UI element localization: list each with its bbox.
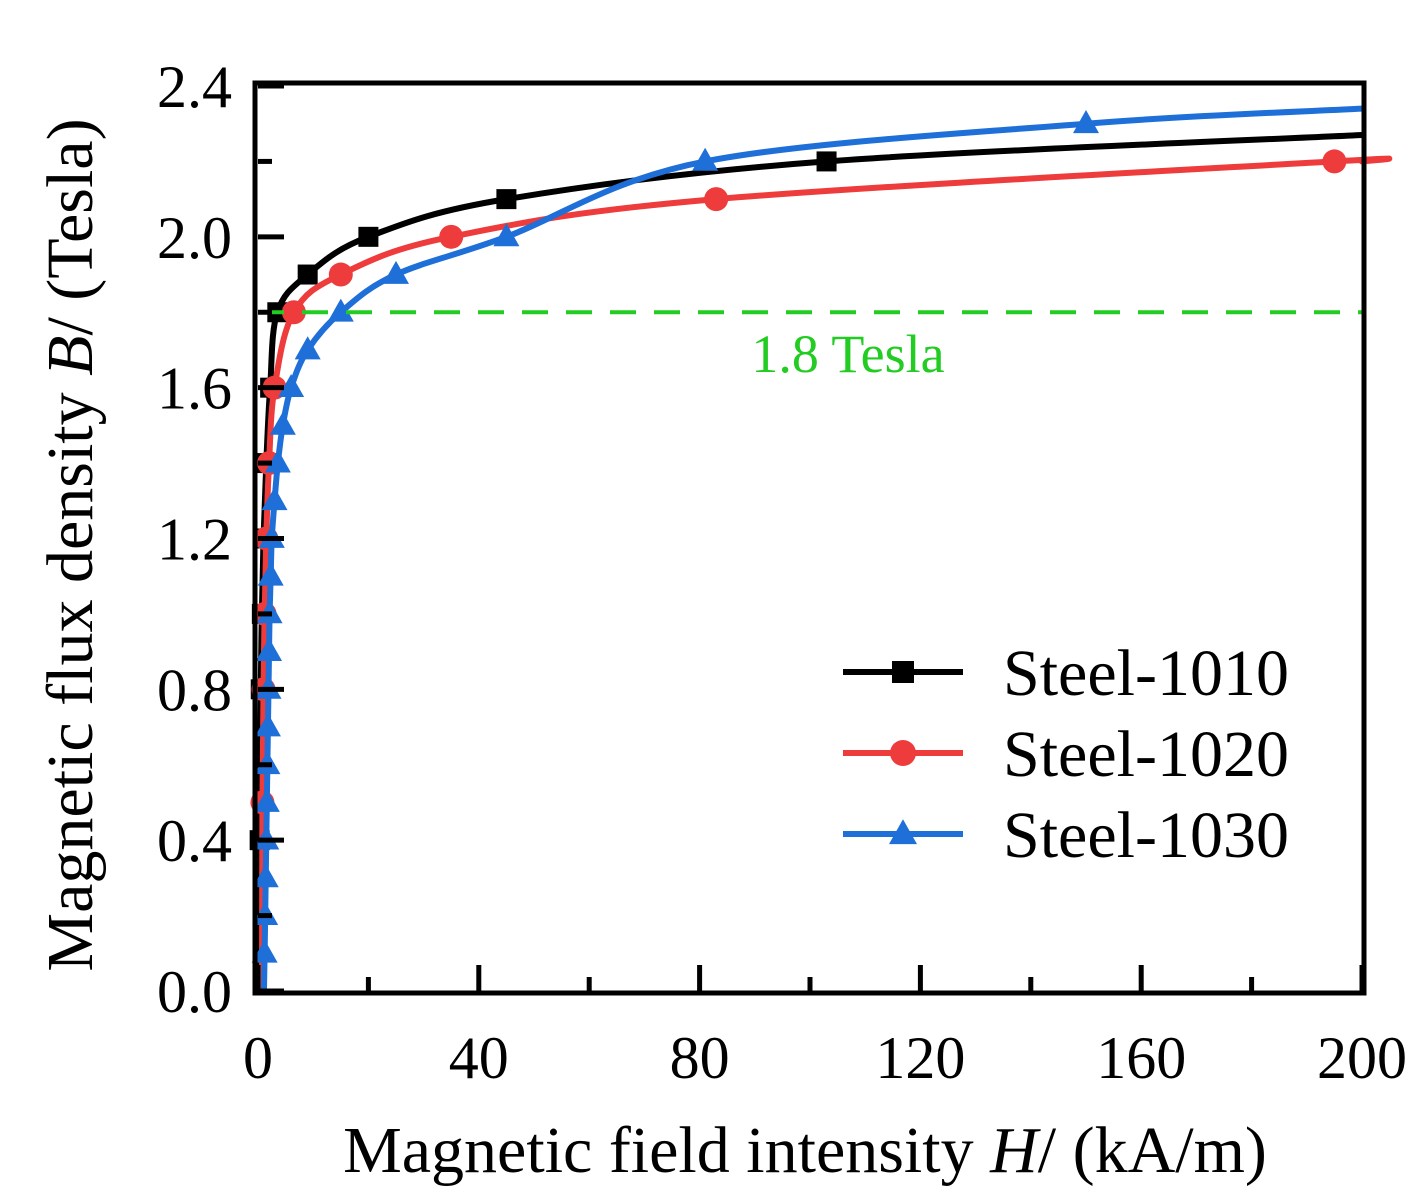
data-point-steel-1010	[297, 264, 318, 285]
data-point-steel-1030	[383, 260, 409, 284]
y-tick-label: 1.6	[157, 356, 232, 422]
data-point-steel-1030	[252, 864, 279, 888]
y-tick-label: 0.0	[157, 959, 232, 1025]
data-point-steel-1030	[253, 788, 280, 812]
x-tick-label: 120	[875, 1025, 965, 1091]
legend-label: Steel-1010	[1003, 637, 1289, 710]
legend-marker	[889, 819, 917, 845]
data-point-steel-1030	[327, 298, 354, 322]
y-tick-label: 0.4	[157, 808, 232, 874]
x-tick-label: 40	[449, 1025, 509, 1091]
legend: Steel-1010 Steel-1020 Steel-1030	[843, 637, 1289, 872]
data-point-steel-1020	[328, 262, 353, 287]
y-tick-label: 0.8	[157, 657, 232, 723]
data-point-steel-1030	[264, 449, 291, 473]
x-axis-label: Magnetic field intensity H/ (kA/m)	[343, 1114, 1267, 1187]
legend-marker	[892, 661, 914, 683]
plot-frame	[252, 80, 1367, 996]
data-point-steel-1020	[704, 187, 729, 212]
data-point-steel-1030	[692, 147, 719, 171]
y-tick-label: 2.0	[157, 205, 232, 271]
data-point-steel-1030	[493, 223, 520, 247]
x-tick-label: 0	[243, 1025, 273, 1091]
data-point-steel-1030	[254, 713, 281, 737]
x-tick-label: 200	[1317, 1025, 1407, 1091]
legend-item-steel-1030: Steel-1030	[843, 799, 1289, 872]
reference-line-label: 1.8 Tesla	[751, 324, 944, 384]
tick-labels: 0 40 80 120 160 200 0.0 0.4 0.8 1.2 1.6 2.0 2.4	[157, 54, 1407, 1091]
data-point-steel-1030	[261, 487, 288, 511]
y-tick-label: 2.4	[157, 54, 232, 120]
data-point-steel-1030	[294, 336, 321, 360]
data-point-steel-1010	[358, 226, 379, 247]
data-point-steel-1010	[816, 151, 837, 172]
y-axis-label: Magnetic flux density B/ (Tesla)	[34, 118, 107, 971]
data-point-steel-1010	[496, 189, 517, 210]
data-point-steel-1030	[1073, 110, 1099, 134]
data-point-steel-1020	[281, 300, 306, 325]
series-layer	[249, 105, 1393, 994]
legend-label: Steel-1020	[1003, 718, 1289, 791]
x-tick-label: 160	[1096, 1025, 1186, 1091]
legend-marker	[890, 740, 916, 766]
legend-item-steel-1010: Steel-1010	[843, 637, 1289, 710]
data-point-steel-1030	[257, 562, 284, 586]
legend-label: Steel-1030	[1003, 799, 1289, 872]
x-tick-label: 80	[670, 1025, 730, 1091]
data-point-steel-1020	[1322, 149, 1347, 174]
data-point-steel-1030	[269, 411, 296, 435]
data-point-steel-1030	[251, 939, 278, 963]
data-point-steel-1030	[256, 637, 283, 661]
y-tick-label: 1.2	[157, 507, 232, 573]
data-point-steel-1020	[439, 224, 464, 249]
data-point-steel-1030	[278, 374, 305, 398]
legend-item-steel-1020: Steel-1020	[843, 718, 1289, 791]
